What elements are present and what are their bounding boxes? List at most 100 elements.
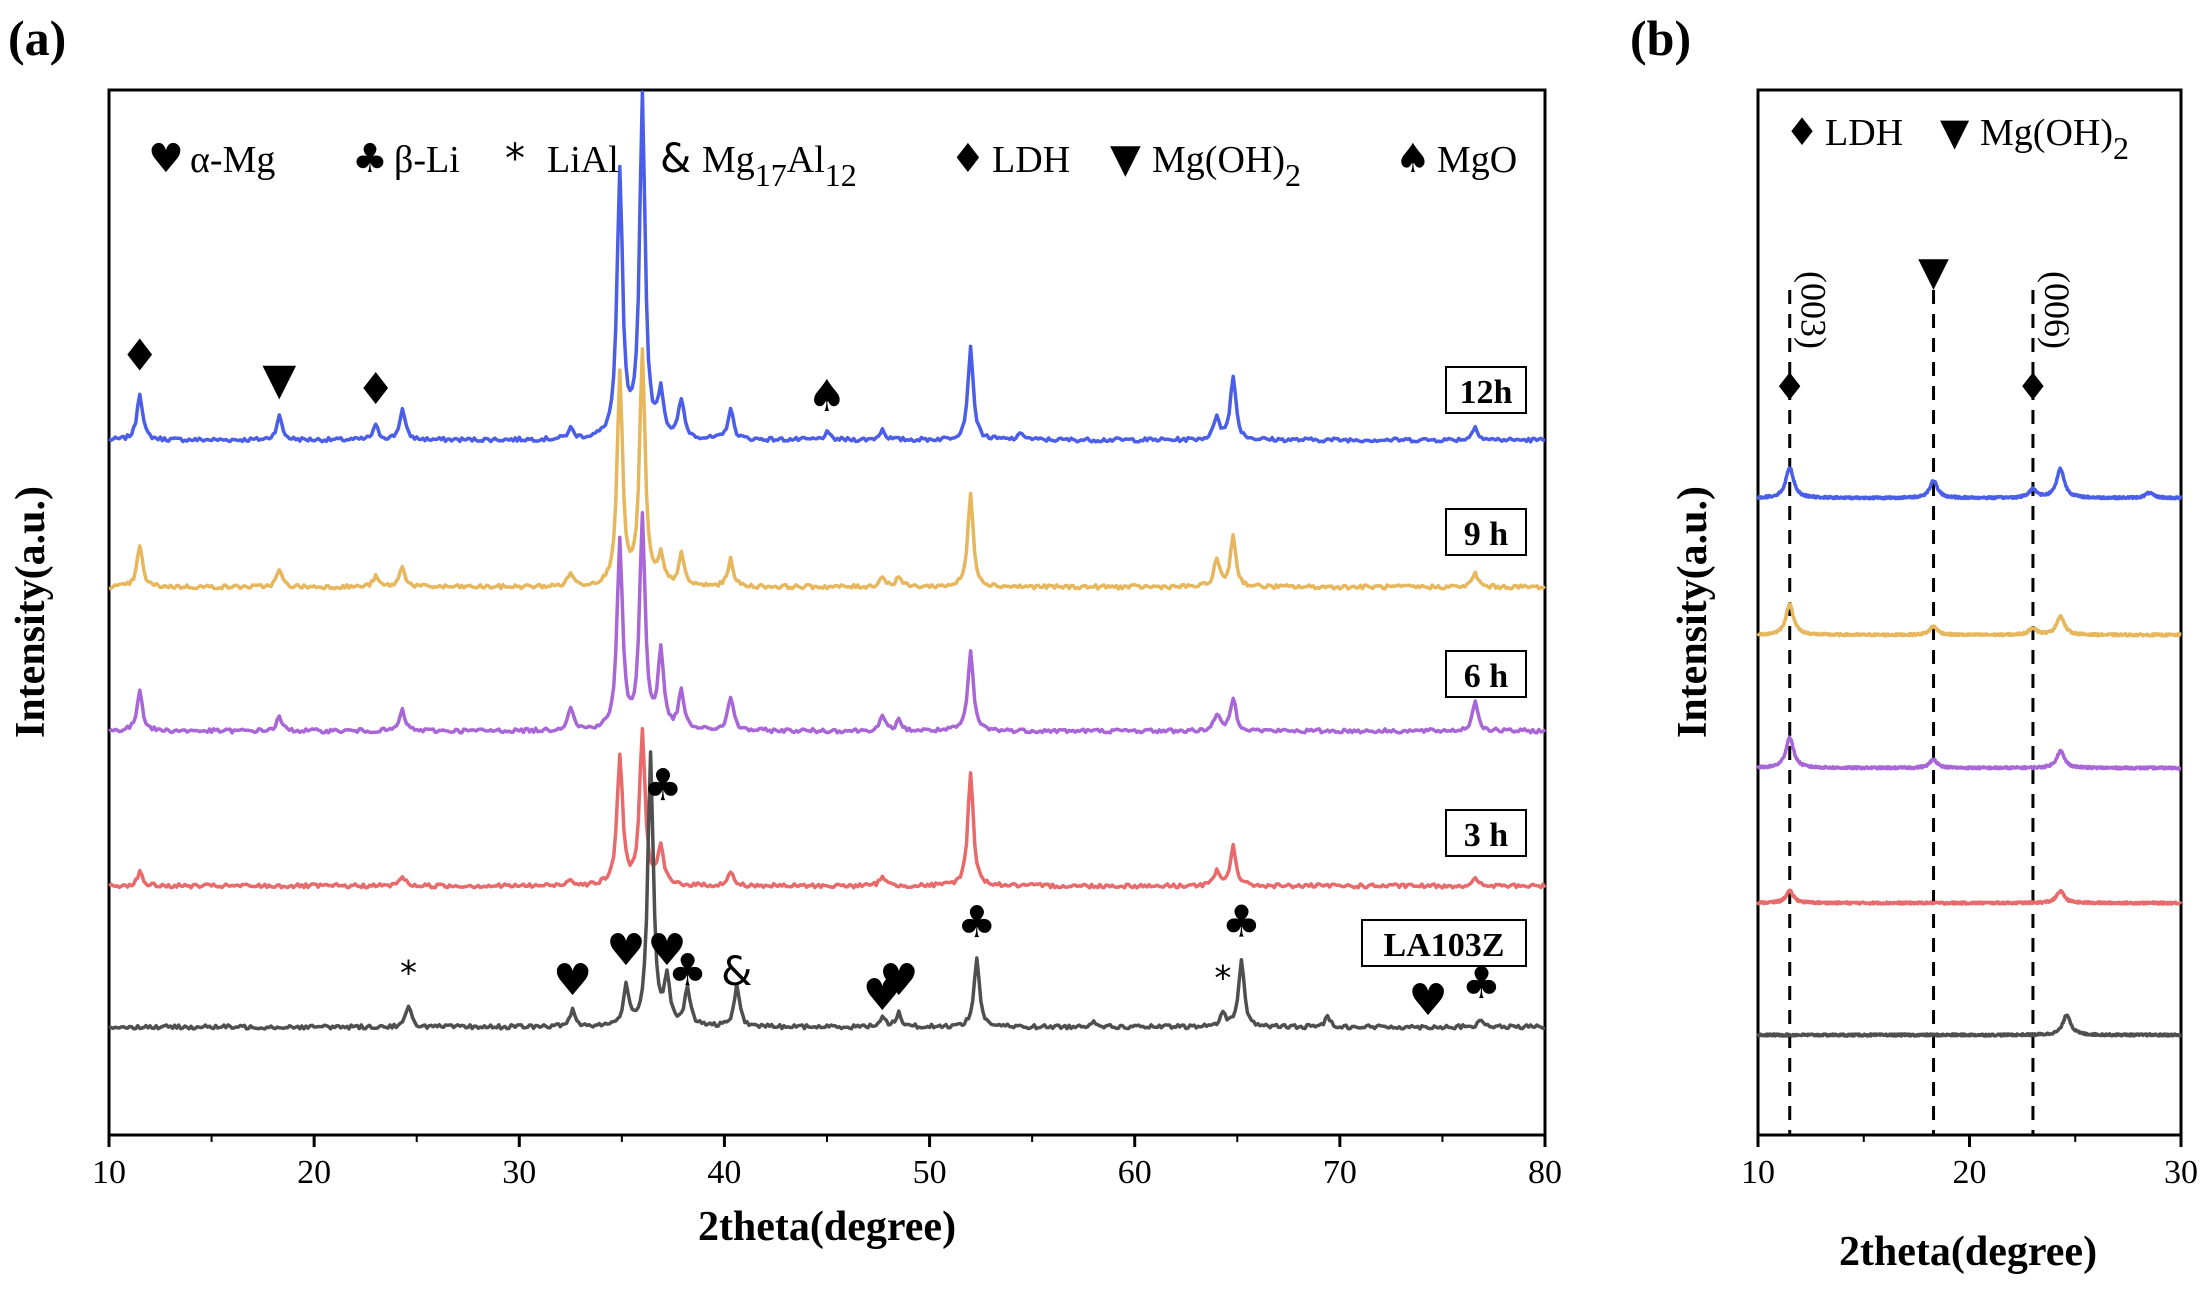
legend-symbol: ♥ [148,136,184,182]
panel-b: (b) 10 20 30 ♦(003) ▼♦(006) ♦ LDH ▼ Mg(OH)2 2t… [1630,10,2198,1275]
series-label-la103z: LA103Z [1384,927,1505,964]
peak-marker: ♥ [863,970,902,1021]
peak-marker: ▼ [262,354,296,405]
legend-symbol: ♦ [950,136,986,182]
series-line-12h [108,90,1546,444]
peak-marker: ♣ [1462,958,1501,1009]
x-tick-label: 10 [1741,1154,1775,1191]
legend-item-li: ♣ β-Li [352,136,460,182]
peak-marker: ♥ [606,925,645,976]
panel-a-plot-frame [107,88,1547,1137]
x-tick-label: 50 [913,1154,947,1191]
legend-item-mg: ♥ α-Mg [148,136,275,182]
panel-a-series-group: 12h 9 h 6 h 3 h LA103Z [108,90,1547,1031]
peak-marker: ♣ [1222,897,1261,948]
x-tick-label: 30 [502,1154,536,1191]
legend-label: MgO [1437,139,1517,181]
legend-item-lial: * LiAl [505,136,619,182]
panel-a-label: (a) [8,10,66,66]
legend-label-main: LDH [1825,112,1903,154]
peak-marker: * [400,954,417,994]
legend-label-main: Mg(OH) [1152,139,1285,181]
legend-label-main: LiAl [547,139,619,181]
series-line-6-h [108,510,1547,735]
reference-marker: ♦ [1773,365,1807,409]
panel-a-y-axis-label: Intensity(a.u.) [8,486,54,738]
legend-item-mg-oh: ▼ Mg(OH)2 [1940,110,2129,166]
peak-marker: ♦ [120,330,159,381]
peak-marker: & [721,949,752,995]
legend-label: β-Li [394,139,460,181]
legend-symbol: ▼ [1940,110,1970,154]
legend-label: LDH [992,139,1070,181]
x-tick-label: 70 [1323,1154,1357,1191]
legend-symbol: * [505,136,525,182]
x-tick-label: 10 [92,1154,126,1191]
legend-label-main: Mg(OH) [1980,112,2113,154]
legend-symbol: ▼ [1110,136,1141,182]
panel-b-series-group [1756,466,2183,1038]
legend-label: α-Mg [190,139,275,181]
peak-marker: ♠ [807,371,846,422]
legend-label-mid: Al [787,139,825,181]
legend-symbol: ♣ [352,136,388,182]
series-label-6-h: 6 h [1464,658,1509,695]
x-tick-label: 60 [1118,1154,1152,1191]
panel-a-x-axis-label: 2theta(degree) [698,1204,956,1250]
panel-b-reference-lines: ♦ (003) ▼ ♦ (006) [1773,249,2077,1135]
series-line-3-h [1756,888,2183,906]
peak-marker: ♥ [647,925,686,976]
panel-a-legend: ♥ α-Mg ♣ β-Li * LiAl & Mg17Al12 ♦ LDH ▼ Mg(OH)2 ♠ MgO [148,136,1517,193]
series-label-box-9-h [1445,508,1527,556]
legend-subscript: 12 [825,157,857,193]
legend-label-main: β-Li [394,139,460,181]
series-label-box-12h [1445,366,1527,414]
legend-item-ldh: ♦ LDH [1785,110,1903,154]
legend-label-main: LDH [992,139,1070,181]
x-tick-label: 80 [1528,1154,1562,1191]
series-line-9-h [1756,602,2183,638]
peak-marker: ♥ [553,955,592,1006]
series-label-9-h: 9 h [1464,516,1509,553]
reference-marker: ▼ [1918,249,1949,295]
series-label-12h: 12h [1460,374,1513,411]
panel-a-x-axis: 10 20 30 40 50 60 70 80 [92,1135,1562,1191]
legend-label: Mg(OH)2 [1980,112,2129,166]
peak-marker: ♥ [1408,975,1447,1026]
peak-marker: ♣ [643,760,682,811]
peak-marker: ♦ [356,364,395,415]
legend-subscript: 2 [2113,130,2129,166]
legend-item-mg-oh: ▼ Mg(OH)2 [1110,136,1301,193]
legend-item-ldh: ♦ LDH [950,136,1070,182]
panel-b-label: (b) [1630,10,1691,66]
legend-label: LiAl [547,139,619,181]
series-line-3-h [108,726,1547,890]
series-line-la103z [108,750,1546,1031]
legend-item-mg: & Mg17Al12 [660,136,857,193]
legend-label: LDH [1825,112,1903,154]
legend-item-mgo: ♠ MgO [1395,136,1517,182]
panel-b-legend: ♦ LDH ▼ Mg(OH)2 [1785,110,2129,166]
legend-label: Mg(OH)2 [1152,139,1301,193]
x-tick-label: 20 [297,1154,331,1191]
legend-label-main: MgO [1437,139,1517,181]
series-label-3-h: 3 h [1464,817,1509,854]
panel-b-y-axis-label: Intensity(a.u.) [1670,486,1716,738]
series-label-box-3-h [1445,809,1527,857]
x-tick-label: 40 [707,1154,741,1191]
panel-b-plot-frame [1756,88,2183,1137]
legend-symbol: ♠ [1395,136,1431,182]
series-line-la103z [1756,1013,2183,1038]
legend-symbol: ♦ [1785,110,1819,154]
series-label-box-la103z [1361,919,1527,967]
x-tick-label: 20 [1953,1154,1987,1191]
peak-marker: ♣ [957,897,996,948]
panel-a-annotations: ♦ ▼ ♦ ♠♣* ♥♥ ♥♣ & ♥♥♣*♣♥ ♣ [120,330,1501,1026]
reference-marker: ♦ [2016,365,2050,409]
series-label-box-6-h [1445,650,1527,698]
legend-symbol: & [660,136,691,182]
legend-subscript: 2 [1285,157,1301,193]
legend-subscript: 17 [755,157,787,193]
